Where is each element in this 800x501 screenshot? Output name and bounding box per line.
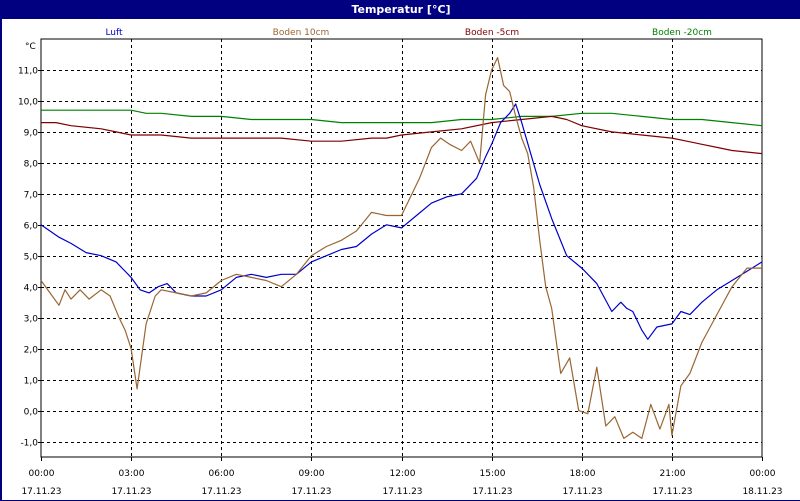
y-tick-label: 2,0 <box>24 346 39 356</box>
series-line-boden-10cm <box>40 56 762 439</box>
y-tick-label: 9,0 <box>24 129 39 139</box>
y-tick-label: 11,0 <box>18 67 38 77</box>
chart-title: Temperatur [°C] <box>1 1 800 19</box>
series-line-boden-5cm <box>41 115 763 155</box>
x-tick-date-label: 17.11.23 <box>21 487 61 497</box>
x-tick-time-label: 15:00 <box>480 469 506 479</box>
x-tick-date-label: 17.11.23 <box>291 487 331 497</box>
legend-entry: Luft <box>105 28 123 38</box>
x-tick-time-label: 12:00 <box>390 469 416 479</box>
x-tick-time-label: 09:00 <box>299 469 325 479</box>
x-tick-date-label: 17.11.23 <box>201 487 241 497</box>
x-tick-time-label: 00:00 <box>29 469 55 479</box>
x-tick-date-label: 17.11.23 <box>111 487 151 497</box>
y-tick-label: 6,0 <box>24 222 39 232</box>
legend-entry: Boden 10cm <box>273 28 330 38</box>
x-tick-time-label: 06:00 <box>209 469 235 479</box>
x-tick-date-label: 17.11.23 <box>652 487 692 497</box>
y-tick-label: 4,0 <box>24 284 39 294</box>
series-line-boden-20cm <box>41 109 763 127</box>
y-tick-label: 7,0 <box>24 191 39 201</box>
y-tick-label: -1,0 <box>20 439 38 449</box>
y-tick-label: 5,0 <box>24 253 39 263</box>
x-tick-time-label: 21:00 <box>660 469 686 479</box>
x-tick-time-label: 03:00 <box>119 469 145 479</box>
x-tick-date-label: 17.11.23 <box>562 487 602 497</box>
y-tick-label: 10,0 <box>18 98 38 108</box>
legend-entry: Boden -5cm <box>465 28 519 38</box>
x-tick-time-label: 00:00 <box>750 469 776 479</box>
x-tick-date-label: 17.11.23 <box>382 487 422 497</box>
y-tick-label: 8,0 <box>24 160 39 170</box>
y-tick-label: 3,0 <box>24 315 39 325</box>
x-tick-time-label: 18:00 <box>570 469 596 479</box>
y-axis-unit-label: °C <box>25 42 36 52</box>
series-line-luft <box>40 103 763 340</box>
y-tick-label: 0,0 <box>24 408 39 418</box>
plot-area <box>40 38 763 458</box>
x-tick-date-label: 18.11.23 <box>742 487 782 497</box>
y-tick-label: 1,0 <box>24 377 39 387</box>
x-tick-date-label: 17.11.23 <box>472 487 512 497</box>
legend-entry: Boden -20cm <box>652 28 712 38</box>
